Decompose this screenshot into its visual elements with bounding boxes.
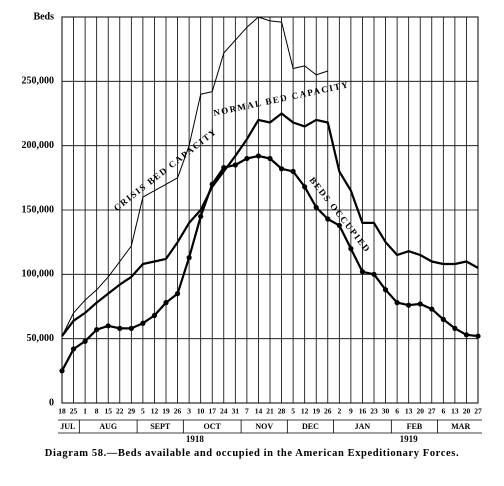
- x-tick-label: 12: [151, 407, 159, 416]
- series-label: BEDS OCCUPIED: [307, 175, 372, 255]
- x-tick-label: 9: [349, 407, 353, 416]
- month-label: NOV: [255, 422, 273, 431]
- month-label: AUG: [99, 422, 117, 431]
- data-point: [325, 216, 331, 222]
- data-point: [290, 168, 296, 174]
- data-point: [163, 300, 169, 306]
- data-point: [140, 320, 146, 326]
- month-label: FEB: [407, 422, 423, 431]
- x-tick-label: 24: [220, 407, 228, 416]
- data-point: [463, 332, 470, 338]
- year-label: 1919: [400, 434, 419, 444]
- x-tick-label: 5: [141, 407, 145, 416]
- data-point: [209, 181, 215, 187]
- x-tick-label: 29: [128, 407, 136, 416]
- x-tick-label: 10: [197, 407, 205, 416]
- data-point: [255, 153, 262, 159]
- data-point: [452, 325, 458, 331]
- data-point: [174, 291, 181, 297]
- data-point: [198, 213, 204, 220]
- caption: Diagram 58.—Beds available and occupied …: [44, 448, 460, 459]
- data-point: [417, 301, 423, 307]
- x-tick-label: 6: [441, 407, 445, 416]
- month-label: MAR: [451, 422, 470, 431]
- x-tick-label: 7: [245, 407, 249, 416]
- x-tick-label: 25: [70, 407, 78, 416]
- month-label: JUL: [60, 422, 75, 431]
- x-tick-label: 26: [324, 407, 332, 416]
- y-tick-label: 200,000: [22, 140, 55, 151]
- x-tick-label: 17: [208, 407, 216, 416]
- x-tick-label: 15: [104, 407, 112, 416]
- data-point: [82, 338, 88, 344]
- month-label: OCT: [204, 422, 222, 431]
- data-point: [475, 333, 481, 339]
- y-tick-label: 150,000: [22, 204, 55, 215]
- x-tick-label: 13: [405, 407, 413, 416]
- data-point: [302, 184, 308, 190]
- data-point: [394, 300, 400, 306]
- x-tick-label: 2: [337, 407, 341, 416]
- data-point: [313, 204, 319, 211]
- data-point: [336, 222, 342, 229]
- x-tick-label: 22: [116, 407, 124, 416]
- data-point: [117, 325, 123, 331]
- x-tick-label: 1: [83, 407, 87, 416]
- data-point: [105, 323, 111, 329]
- x-tick-label: 20: [463, 407, 471, 416]
- month-label: SEPT: [150, 422, 171, 431]
- year-label: 1918: [186, 434, 205, 444]
- month-label: JAN: [355, 422, 371, 431]
- x-tick-label: 19: [312, 407, 320, 416]
- y-tick-label: 0: [49, 397, 54, 408]
- y-tick-label: 100,000: [22, 269, 55, 280]
- x-tick-label: 20: [416, 407, 424, 416]
- data-point: [70, 346, 77, 352]
- y-tick-label: Beds: [33, 11, 54, 22]
- data-point: [429, 306, 435, 312]
- data-point: [406, 302, 412, 308]
- data-point: [244, 155, 250, 162]
- series-line: [61, 112, 479, 337]
- x-tick-label: 28: [278, 407, 286, 416]
- data-point: [128, 325, 134, 331]
- x-tick-label: 6: [395, 407, 399, 416]
- x-tick-label: 8: [95, 407, 99, 416]
- data-point: [221, 164, 227, 171]
- data-point: [94, 327, 100, 333]
- x-tick-label: 31: [232, 407, 240, 416]
- x-tick-label: 30: [382, 407, 390, 416]
- series-label: CRISIS BED CAPACITY: [112, 126, 219, 213]
- data-point: [278, 166, 285, 172]
- y-tick-label: 250,000: [22, 76, 55, 87]
- x-tick-label: 21: [266, 407, 274, 416]
- x-tick-label: 5: [291, 407, 295, 416]
- y-tick-label: 50,000: [27, 333, 55, 344]
- x-tick-label: 19: [162, 407, 170, 416]
- data-point: [348, 246, 354, 252]
- x-tick-label: 16: [359, 407, 367, 416]
- data-point: [151, 312, 158, 319]
- x-tick-label: 27: [428, 407, 436, 416]
- data-point: [232, 162, 238, 168]
- data-point: [371, 271, 377, 277]
- series-line: [61, 16, 328, 337]
- x-tick-label: 27: [474, 407, 482, 416]
- data-point: [359, 269, 366, 275]
- x-tick-label: 26: [174, 407, 182, 416]
- x-tick-label: 13: [451, 407, 459, 416]
- data-point: [440, 316, 446, 322]
- x-tick-label: 12: [301, 407, 309, 416]
- x-tick-label: 14: [255, 407, 263, 416]
- x-tick-label: 18: [58, 407, 66, 416]
- month-label: DEC: [302, 422, 319, 431]
- data-point: [186, 255, 192, 261]
- data-point: [59, 368, 65, 374]
- data-point: [382, 287, 389, 293]
- x-tick-label: 3: [187, 407, 191, 416]
- data-point: [267, 155, 273, 162]
- x-tick-label: 23: [370, 407, 378, 416]
